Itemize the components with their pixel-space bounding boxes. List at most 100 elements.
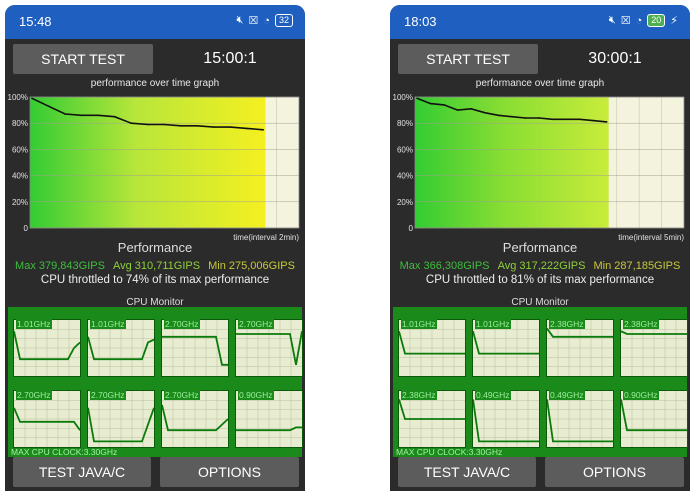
cpu-core-graph: 0.49GHz	[546, 390, 614, 448]
cpu-frequency-label: 1.01GHz	[475, 319, 511, 329]
test-java-c-button[interactable]: TEST JAVA/C	[398, 457, 536, 487]
throttle-text: CPU throttled to 74% of its max performa…	[40, 274, 270, 286]
cpu-core-graph: 1.01GHz	[87, 319, 155, 377]
cpu-monitor-panel: MAX CPU CLOCK:3.30GHz 1.01GHz 1.01GHz 2.38…	[393, 307, 688, 457]
data-point	[592, 119, 594, 122]
data-point	[524, 117, 527, 119]
x-axis-label: time(interval 2min)	[233, 233, 299, 242]
cpu-core-graph: 2.38GHz	[546, 319, 614, 377]
phone-screen-right: 18:03 🔇︎ ☒ ◔ 20 ⚡︎ START TEST 30:00:1 pe…	[390, 5, 690, 491]
cpu-frequency-line	[88, 407, 154, 443]
data-point	[565, 118, 567, 121]
data-point	[605, 121, 608, 123]
cpu-frequency-label: 0.90GHz	[623, 390, 659, 400]
data-point	[229, 126, 232, 128]
cpu-monitor-panel: MAX CPU CLOCK:3.30GHz 1.01GHz 1.01GHz 2.70…	[8, 307, 303, 457]
data-point	[470, 107, 472, 110]
cpu-frequency-label: 2.70GHz	[16, 390, 52, 400]
data-point	[262, 128, 265, 131]
data-point	[113, 115, 116, 118]
cpu-frequency-label: 2.38GHz	[549, 319, 585, 329]
data-point	[163, 123, 166, 126]
mute-icon: 🔇︎	[608, 14, 616, 26]
timer-display: 15:00:1	[203, 50, 257, 67]
performance-fill	[30, 97, 266, 228]
data-point	[246, 127, 248, 130]
cpu-core-graph: 1.01GHz	[472, 319, 540, 377]
cpu-frequency-label: 0.49GHz	[475, 390, 511, 400]
cpu-frequency-label: 0.90GHz	[238, 390, 274, 400]
data-point	[538, 117, 540, 119]
performance-title: Performance	[502, 240, 578, 255]
cpu-frequency-label: 2.38GHz	[623, 319, 659, 329]
y-tick-label: 40%	[397, 172, 413, 181]
cpu-frequency-line	[88, 336, 154, 361]
data-point	[443, 104, 445, 106]
x-axis-label: time(interval 5min)	[618, 233, 684, 242]
cpu-core-graph: 2.70GHz	[161, 390, 229, 448]
max-cpu-clock: MAX CPU CLOCK:3.30GHz	[396, 447, 503, 457]
plot-frame	[29, 96, 300, 229]
start-test-button[interactable]: START TEST	[13, 44, 153, 74]
battery-icon: 20	[647, 14, 666, 27]
battery-icon: 32	[274, 14, 293, 27]
plot-frame	[414, 96, 685, 229]
cpu-frequency-line	[547, 327, 613, 338]
cpu-frequency-line	[162, 335, 228, 366]
options-button[interactable]: OPTIONS	[160, 457, 299, 487]
status-bar: 15:48 🔇︎ ☒ ◔ 32	[5, 5, 305, 39]
max-cpu-clock: MAX CPU CLOCK:3.30GHz	[11, 447, 118, 457]
y-tick-label: 100%	[393, 93, 413, 102]
y-tick-label: 0	[409, 224, 414, 233]
max-gips: Max 379,843GIPS	[15, 260, 105, 272]
cpu-core-graph: 0.90GHz	[620, 390, 688, 448]
cpu-core-graph: 2.38GHz	[398, 390, 466, 448]
options-button[interactable]: OPTIONS	[545, 457, 684, 487]
cpu-frequency-label: 2.70GHz	[90, 390, 126, 400]
data-point	[64, 113, 66, 115]
data-point	[97, 114, 99, 117]
test-java-c-button[interactable]: TEST JAVA/C	[13, 457, 151, 487]
cpu-frequency-line	[14, 407, 80, 431]
cpu-frequency-label: 1.01GHz	[90, 319, 126, 329]
cpu-core-graph: 2.70GHz	[235, 319, 303, 377]
status-time: 18:03	[404, 14, 437, 29]
max-gips: Max 366,308GIPS	[399, 260, 490, 272]
data-point	[511, 115, 513, 118]
y-tick-label: 40%	[12, 172, 28, 181]
cpu-frequency-line	[399, 399, 465, 420]
cpu-frequency-line	[473, 399, 539, 443]
data-point	[429, 102, 432, 105]
timer-display: 30:00:1	[588, 50, 642, 67]
cpu-core-graph: 2.70GHz	[161, 319, 229, 377]
y-tick-label: 80%	[12, 119, 28, 128]
cpu-core-graph: 2.70GHz	[13, 390, 81, 448]
cpu-core-graph: 0.49GHz	[472, 390, 540, 448]
cpu-frequency-line	[236, 331, 302, 365]
y-tick-label: 20%	[12, 198, 28, 207]
data-point	[416, 97, 418, 100]
performance-graph: 100% 80% 60% 40% 20% 0 time(interval 2min)	[8, 93, 300, 242]
cpu-core-graph: 1.01GHz	[13, 319, 81, 377]
cpu-frequency-label: 2.70GHz	[164, 319, 200, 329]
cpu-core-graph: 0.90GHz	[235, 390, 303, 448]
cpu-frequency-label: 1.01GHz	[401, 319, 437, 329]
min-gips: Min 287,185GIPS	[593, 260, 681, 272]
data-point	[578, 118, 581, 121]
y-tick-label: 20%	[397, 198, 413, 207]
cpu-monitor-title: CPU Monitor	[126, 297, 184, 308]
cpu-frequency-label: 2.38GHz	[401, 390, 437, 400]
graph-title: performance over time graph	[475, 78, 605, 89]
cpu-monitor-title: CPU Monitor	[511, 297, 569, 308]
data-point	[456, 109, 459, 111]
data-point	[130, 122, 132, 124]
start-test-button[interactable]: START TEST	[398, 44, 538, 74]
y-tick-label: 60%	[397, 145, 413, 154]
data-point	[196, 125, 199, 127]
cpu-frequency-label: 0.49GHz	[549, 390, 585, 400]
cpu-frequency-label: 2.70GHz	[164, 390, 200, 400]
cpu-frequency-line	[14, 331, 80, 361]
status-bar: 18:03 🔇︎ ☒ ◔ 20 ⚡︎	[390, 5, 690, 39]
mute-icon: 🔇︎	[236, 14, 244, 26]
sim-x-icon: ☒	[248, 15, 259, 27]
